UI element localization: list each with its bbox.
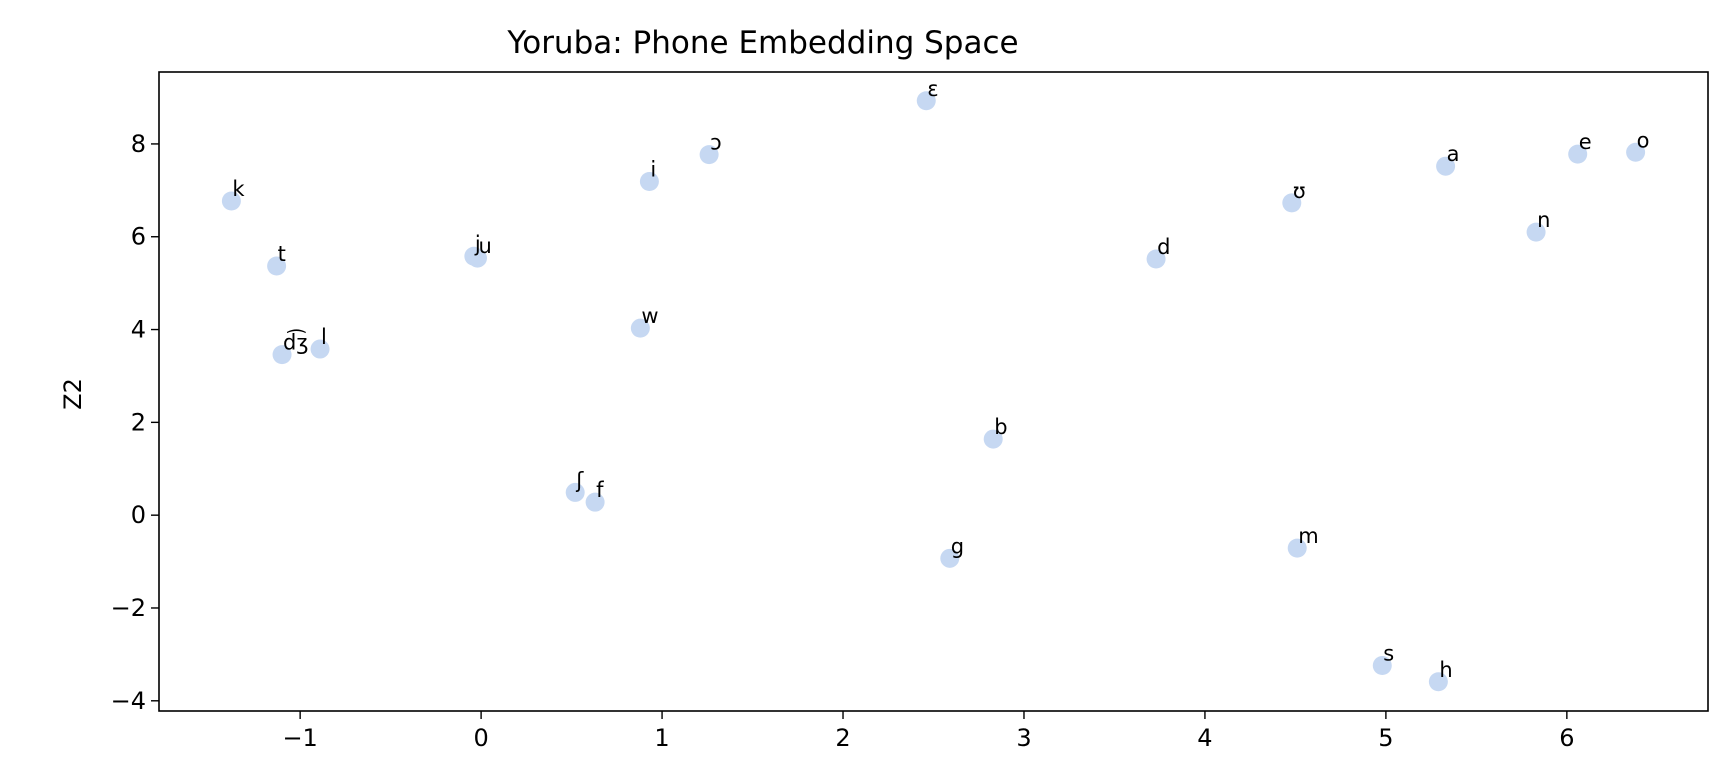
data-point [639, 172, 659, 192]
data-point [467, 248, 487, 268]
data-point-label: i [650, 158, 656, 182]
x-tick-label: 0 [473, 724, 488, 752]
data-point [1526, 222, 1546, 242]
data-point-label: l [321, 325, 327, 349]
data-point [1287, 538, 1307, 558]
y-tick-label: 2 [131, 408, 146, 436]
data-point [1436, 156, 1456, 176]
x-tick-label: 1 [654, 724, 669, 752]
x-tick-label: 2 [835, 724, 850, 752]
y-tick-label: −2 [111, 594, 146, 622]
data-point-label: ɛ [927, 77, 938, 101]
data-point [267, 256, 287, 276]
data-point [1282, 193, 1302, 213]
data-point-label: d [1157, 235, 1170, 259]
data-point-label: o [1637, 128, 1650, 152]
x-tick-label: 5 [1378, 724, 1393, 752]
data-point [272, 345, 292, 365]
data-point [1428, 672, 1448, 692]
data-point [585, 492, 605, 512]
chart-title: Yoruba: Phone Embedding Space [506, 25, 1018, 61]
data-point [940, 548, 960, 568]
data-point-label: d͡ʒ [283, 330, 308, 355]
data-point-label: k [232, 177, 245, 201]
x-tick-label: 4 [1197, 724, 1212, 752]
data-point [310, 339, 330, 359]
x-axis: −1 0 1 2 3 4 5 6 [282, 711, 1574, 752]
plot-frame [158, 71, 1709, 712]
y-tick-label: −4 [111, 687, 146, 715]
x-tick-label: −1 [282, 724, 317, 752]
data-point-label: ʃ [575, 468, 584, 492]
data-point-label: ɔ [710, 131, 722, 155]
data-point-label: j [474, 232, 481, 256]
data-point [983, 429, 1003, 449]
point-labels: k t d͡ʒ l ju ʃ f w i ɔ ɛ g b d ʊ m s h a n e o [232, 77, 1649, 682]
data-point-label: w [641, 304, 658, 328]
data-point-label: u [478, 234, 491, 258]
data-point-label: n [1537, 208, 1550, 232]
data-point [1372, 656, 1392, 676]
y-tick-label: 6 [131, 223, 146, 251]
data-point [630, 318, 650, 338]
data-point-label: s [1383, 642, 1394, 666]
x-tick-label: 3 [1016, 724, 1031, 752]
data-point [565, 482, 585, 502]
data-points [221, 91, 1646, 692]
data-point [916, 91, 936, 111]
x-tick-label: 6 [1559, 724, 1574, 752]
y-tick-label: 4 [131, 316, 146, 344]
data-point-label: ʊ [1293, 179, 1306, 203]
y-tick-label: 8 [131, 130, 146, 158]
data-point-label: g [951, 534, 964, 558]
data-point-label: m [1298, 524, 1318, 548]
data-point [1626, 142, 1646, 162]
data-point-label: e [1579, 130, 1592, 154]
data-point-label: b [994, 415, 1007, 439]
data-point [1146, 249, 1166, 269]
data-point [699, 145, 719, 165]
y-tick-label: 0 [131, 501, 146, 529]
data-point [1568, 144, 1588, 164]
data-point-label: h [1439, 658, 1452, 682]
data-point-label: t [278, 242, 286, 266]
data-point-label: a [1447, 142, 1460, 166]
data-point [221, 191, 241, 211]
data-point-label: f [596, 478, 604, 502]
y-axis: −4 −2 0 2 4 6 8 [111, 130, 159, 715]
y-axis-label: Z2 [59, 378, 87, 410]
